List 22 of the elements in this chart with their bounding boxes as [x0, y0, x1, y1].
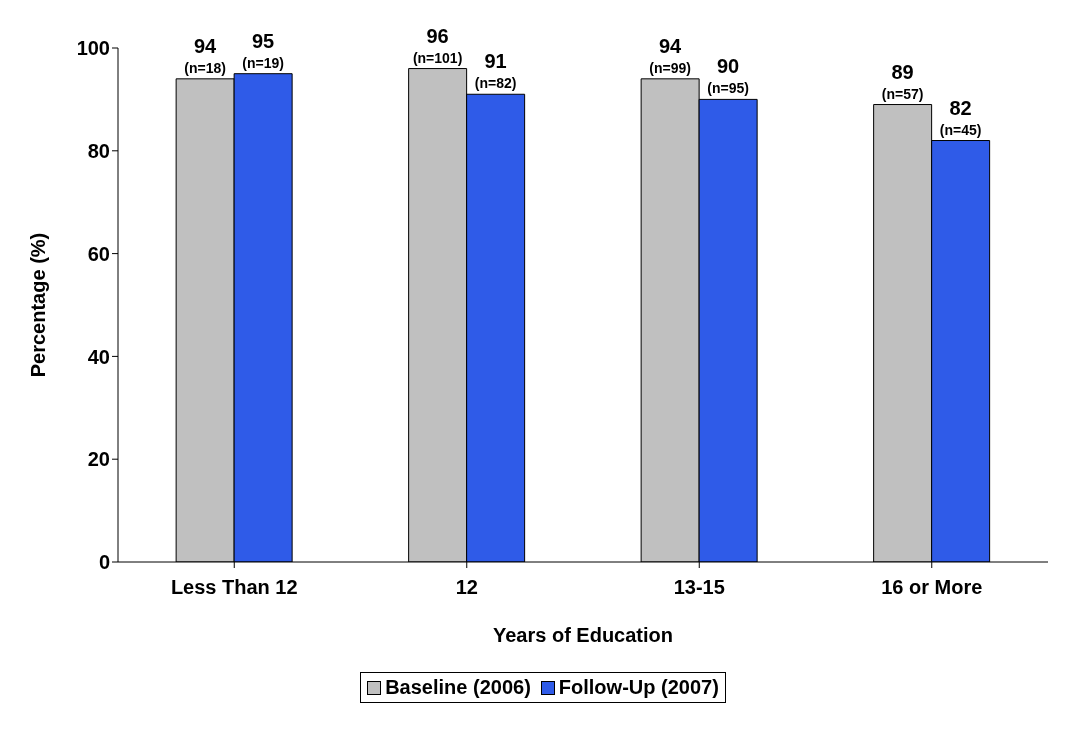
y-tick-label: 60 [87, 242, 110, 265]
x-axis-title: Years of Education [492, 624, 674, 646]
x-tick-label: 13-15 [673, 576, 725, 599]
data-label: 96 (n=101) [412, 24, 463, 66]
legend-label: Baseline (2006) [384, 676, 531, 699]
data-label: 90 (n=95) [707, 55, 749, 97]
x-tick-label: 16 or More [881, 576, 983, 599]
y-tick-label: 0 [98, 551, 110, 574]
data-label: 89 (n=57) [881, 60, 924, 102]
y-tick-label: 40 [87, 345, 110, 368]
y-tick-label: 80 [87, 139, 110, 162]
x-tick-label: Less Than 12 [170, 576, 298, 599]
legend-label: Follow-Up (2007) [557, 676, 719, 699]
y-tick-label: 100 [76, 37, 110, 60]
data-label: 94 (n=99) [649, 34, 691, 76]
y-tick-label: 20 [87, 448, 110, 471]
data-label: 91 (n=82) [474, 50, 517, 92]
data-label: 82 (n=45) [939, 96, 982, 138]
data-label: 95 (n=19) [242, 29, 284, 71]
x-tick-label: 12 [455, 576, 478, 599]
y-axis-title: Percentage (%) [27, 232, 50, 378]
data-label: 94 (n=18) [184, 34, 226, 76]
